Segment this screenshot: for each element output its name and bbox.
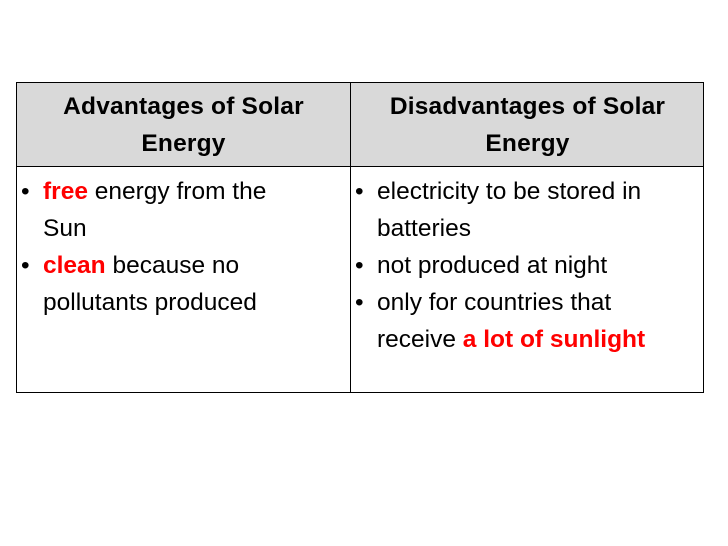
header-disadvantages: Disadvantages of Solar Energy <box>351 83 704 167</box>
disadvantage-item-line1: electricity to be stored in <box>377 178 642 205</box>
disadvantage-item-storage: • electricity to be stored in batteries <box>355 173 701 247</box>
advantage-item-clean: • clean because no pollutants produced <box>21 247 343 321</box>
disadvantage-item-line2: receive a lot of sunlight <box>377 321 701 358</box>
column-divider <box>350 83 351 392</box>
disadvantage-item-night: • not produced at night <box>355 247 701 284</box>
advantage-item-line1: free energy from the <box>43 173 343 210</box>
solar-energy-table: Advantages of Solar Energy Disadvantages… <box>16 82 704 393</box>
bullet: • <box>355 252 364 279</box>
advantage-item-text: because no <box>105 252 240 279</box>
bullet: • <box>21 252 30 279</box>
header-disadvantages-line2: Energy <box>485 130 570 157</box>
advantage-item-text: energy from the <box>87 178 267 205</box>
header-disadvantages-line1: Disadvantages of Solar <box>389 93 666 120</box>
advantage-item-free: • free energy from the Sun <box>21 173 343 247</box>
bullet: • <box>355 289 364 316</box>
disadvantage-item-line2: batteries <box>377 215 471 242</box>
bullet: • <box>21 178 30 205</box>
highlight-clean: clean <box>43 252 106 279</box>
header-advantages-line1: Advantages of Solar <box>63 93 304 120</box>
header-advantages-line2: Energy <box>141 130 226 157</box>
table-header-row: Advantages of Solar Energy Disadvantages… <box>17 83 703 167</box>
highlight-free: free <box>43 178 88 205</box>
disadvantage-item-text: receive <box>377 326 463 353</box>
advantage-item-line2: pollutants produced <box>43 289 257 316</box>
advantages-cell: • free energy from the Sun • clean becau… <box>21 173 343 321</box>
header-advantages: Advantages of Solar Energy <box>17 83 350 167</box>
disadvantages-cell: • electricity to be stored in batteries … <box>355 173 701 358</box>
advantage-item-line1: clean because no <box>43 247 343 284</box>
disadvantage-item-line1: not produced at night <box>377 252 608 279</box>
highlight-sunlight: a lot of sunlight <box>462 326 646 353</box>
bullet: • <box>355 178 364 205</box>
disadvantage-item-sunlight: • only for countries that receive a lot … <box>355 284 701 358</box>
disadvantage-item-line1: only for countries that <box>377 289 612 316</box>
advantage-item-line2: Sun <box>43 215 87 242</box>
